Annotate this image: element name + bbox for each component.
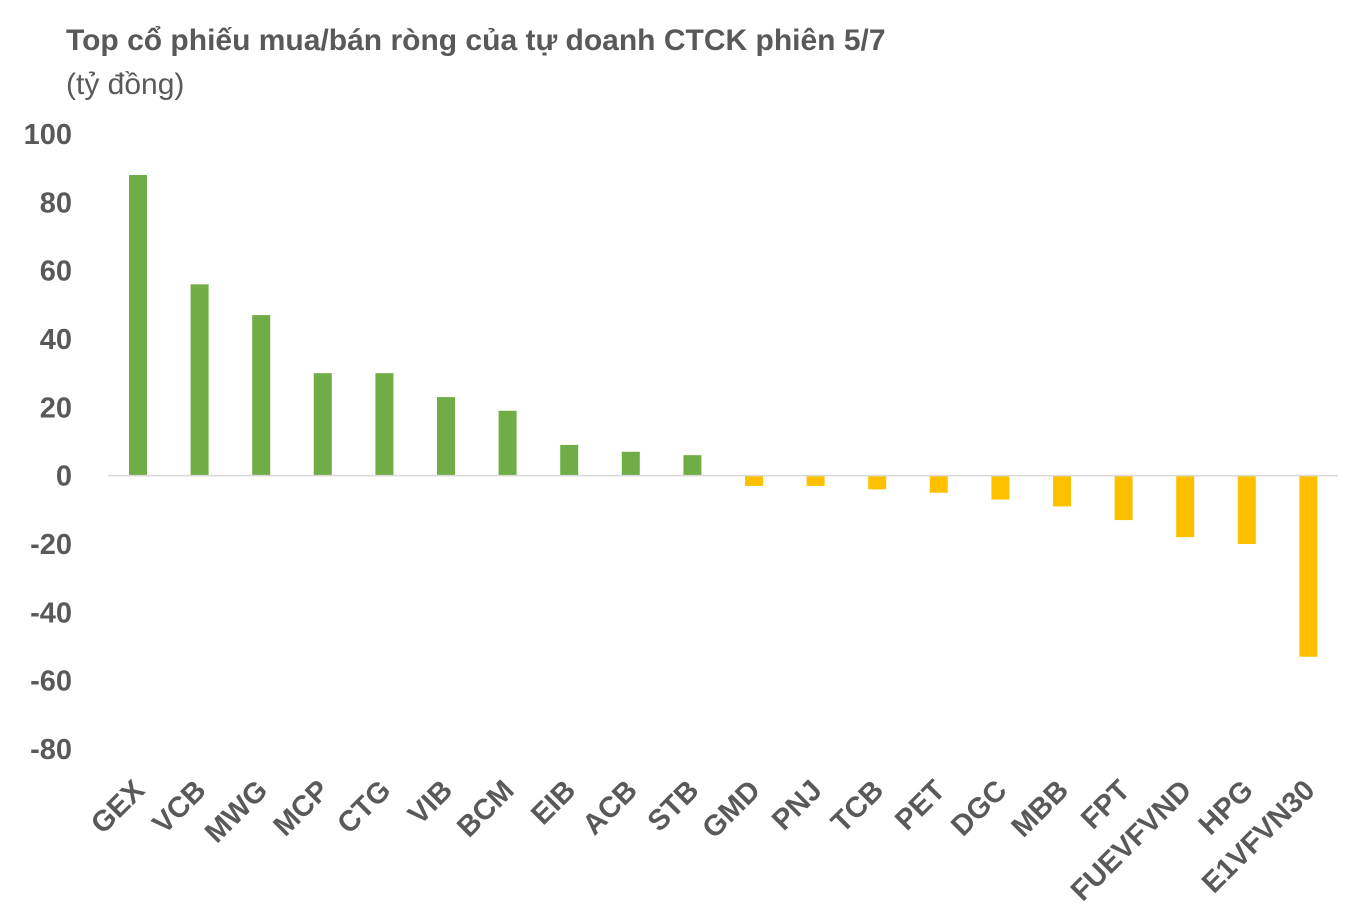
bar-eib bbox=[560, 444, 579, 476]
bar-vcb bbox=[190, 284, 209, 476]
x-tick-label: MBB bbox=[1006, 774, 1075, 843]
y-tick-label: 60 bbox=[40, 256, 72, 288]
bar-hpg bbox=[1237, 475, 1256, 544]
x-tick-label: PNJ bbox=[766, 774, 829, 837]
x-tick-label: MCP bbox=[268, 774, 336, 842]
x-tick-label: MWG bbox=[199, 774, 274, 849]
chart-title: Top cổ phiếu mua/bán ròng của tự doanh C… bbox=[66, 24, 886, 57]
y-tick-label: 80 bbox=[40, 187, 72, 219]
x-tick-label: PET bbox=[889, 774, 952, 837]
y-axis-labels: 100 80 60 40 20 0 -20 -40 -60 -80 bbox=[24, 119, 72, 766]
x-tick-label: EIB bbox=[525, 774, 582, 831]
bar-fpt bbox=[1114, 475, 1133, 521]
y-tick-label: -80 bbox=[30, 734, 72, 766]
x-tick-label: CTG bbox=[331, 774, 397, 840]
x-tick-label: GMD bbox=[696, 774, 766, 844]
bar-gmd bbox=[745, 475, 763, 486]
bars bbox=[129, 175, 1318, 657]
bar-mbb bbox=[1053, 475, 1071, 507]
x-tick-label: TCB bbox=[825, 774, 890, 839]
x-tick-label: BCM bbox=[451, 774, 520, 843]
bar-ctg bbox=[375, 373, 394, 476]
x-tick-label: ACB bbox=[577, 774, 644, 841]
bar-pet bbox=[929, 475, 948, 493]
bar-acb bbox=[621, 451, 640, 476]
x-tick-label: STB bbox=[642, 774, 706, 838]
bar-pnj bbox=[806, 475, 825, 486]
x-tick-label: VIB bbox=[402, 774, 459, 831]
y-tick-label: 100 bbox=[24, 119, 72, 151]
x-tick-label: GEX bbox=[85, 774, 151, 840]
chart-subtitle: (tỷ đồng) bbox=[66, 68, 185, 101]
y-tick-label: 20 bbox=[40, 392, 72, 424]
bar-gex bbox=[129, 175, 147, 476]
y-tick-label: 40 bbox=[40, 324, 72, 356]
y-tick-label: -40 bbox=[30, 597, 72, 629]
y-tick-label: -60 bbox=[30, 666, 72, 698]
x-tick-label: DGC bbox=[945, 774, 1013, 842]
bar-tcb bbox=[868, 475, 887, 490]
bar-fuevfvnd bbox=[1176, 475, 1195, 538]
bar-bcm bbox=[498, 410, 517, 476]
bar-dgc bbox=[991, 475, 1010, 500]
bar-e1vfvn30 bbox=[1299, 475, 1318, 657]
bar-stb bbox=[683, 455, 702, 476]
y-tick-label: 0 bbox=[56, 461, 72, 493]
bar-mwg bbox=[252, 315, 271, 476]
y-tick-label: -20 bbox=[30, 529, 72, 561]
bar-vib bbox=[437, 397, 455, 476]
bar-mcp bbox=[313, 373, 332, 476]
